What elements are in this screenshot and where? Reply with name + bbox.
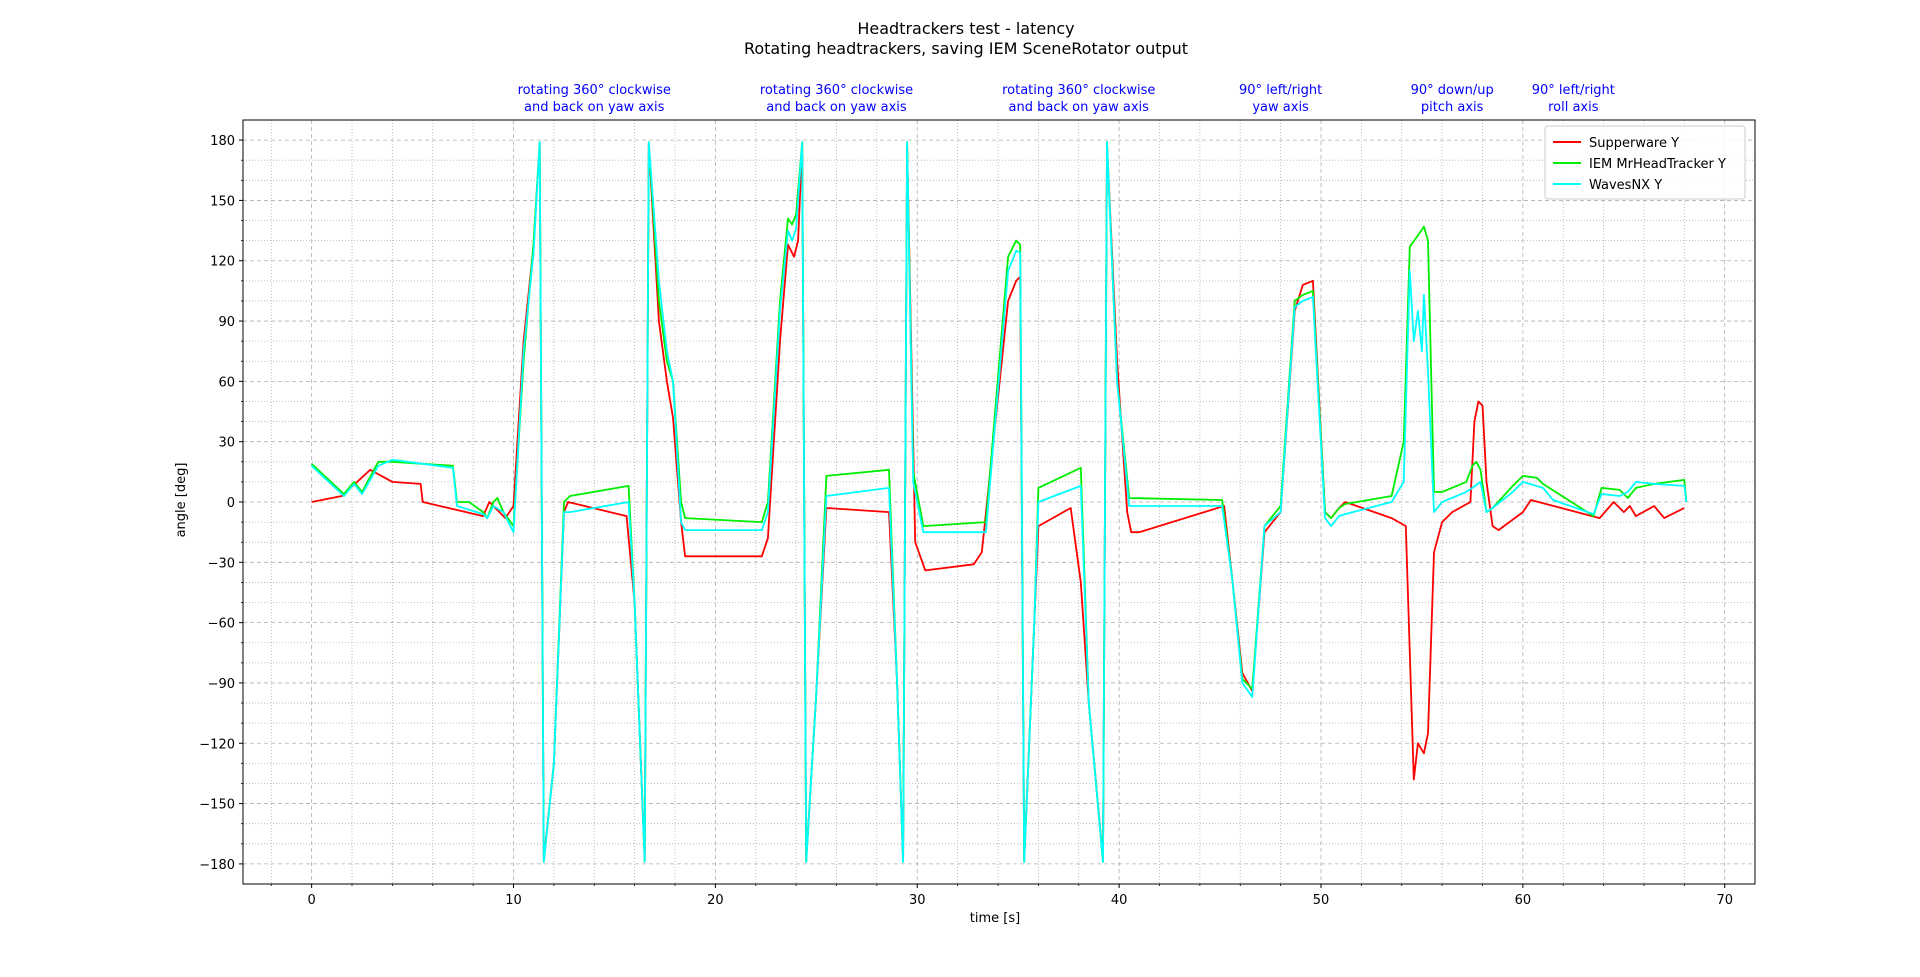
chart-subtitle: Rotating headtrackers, saving IEM SceneR… bbox=[744, 39, 1188, 58]
tick-label-x: 50 bbox=[1313, 893, 1330, 908]
chart-title: Headtrackers test - latency bbox=[857, 19, 1074, 38]
annotation-label: 90° left/right bbox=[1532, 83, 1615, 98]
legend-label: IEM MrHeadTracker Y bbox=[1589, 157, 1726, 172]
tick-label-x: 60 bbox=[1515, 893, 1532, 908]
series-lines bbox=[310, 141, 1688, 863]
annotation-label: yaw axis bbox=[1252, 100, 1309, 115]
grid bbox=[243, 120, 1755, 884]
annotation-label: rotating 360° clockwise bbox=[518, 83, 671, 98]
tick-label-y: −120 bbox=[199, 737, 235, 752]
tick-label-y: −150 bbox=[199, 798, 235, 813]
tick-label-y: 30 bbox=[218, 436, 235, 451]
tick-label-y: −60 bbox=[208, 617, 235, 632]
annotation-label: and back on yaw axis bbox=[1009, 100, 1150, 115]
tick-label-y: −30 bbox=[208, 556, 235, 571]
legend-label: WavesNX Y bbox=[1589, 178, 1662, 193]
annotation-label: 90° down/up bbox=[1411, 83, 1494, 98]
tick-label-y: 150 bbox=[210, 194, 235, 209]
tick-label-x: 20 bbox=[707, 893, 724, 908]
tick-label-y: 60 bbox=[218, 375, 235, 390]
series-line bbox=[310, 141, 1688, 863]
axis-ticks: 180 150 120 90 60 30 0 −30 −60 −90 −120 −150 −180 0 10… bbox=[199, 134, 1733, 908]
tick-label-y: 120 bbox=[210, 255, 235, 270]
annotation-label: and back on yaw axis bbox=[766, 100, 907, 115]
tick-label-y: 0 bbox=[227, 496, 235, 511]
annotation-label: rotating 360° clockwise bbox=[760, 83, 913, 98]
tick-label-x: 40 bbox=[1111, 893, 1128, 908]
tick-label-y: −180 bbox=[199, 858, 235, 873]
annotation-label: pitch axis bbox=[1421, 100, 1484, 115]
annotation-label: 90° left/right bbox=[1239, 83, 1322, 98]
tick-label-y: 180 bbox=[210, 134, 235, 149]
annotation-label: rotating 360° clockwise bbox=[1002, 83, 1155, 98]
tick-label-x: 30 bbox=[909, 893, 926, 908]
annotation-label: roll axis bbox=[1548, 100, 1599, 115]
legend-label: Supperware Y bbox=[1589, 136, 1679, 151]
tick-label-x: 70 bbox=[1716, 893, 1733, 908]
legend: Supperware Y IEM MrHeadTracker Y WavesNX Y bbox=[1544, 125, 1746, 200]
tick-label-x: 10 bbox=[505, 893, 522, 908]
annotation-label: and back on yaw axis bbox=[524, 100, 665, 115]
x-axis-label: time [s] bbox=[970, 911, 1020, 926]
annotations: rotating 360° clockwise and back on yaw a… bbox=[518, 83, 1615, 115]
tick-label-y: 90 bbox=[218, 315, 235, 330]
tick-label-x: 0 bbox=[307, 893, 315, 908]
y-axis-label: angle [deg] bbox=[174, 463, 189, 538]
legend-box bbox=[1544, 125, 1746, 200]
tick-label-y: −90 bbox=[208, 677, 235, 692]
